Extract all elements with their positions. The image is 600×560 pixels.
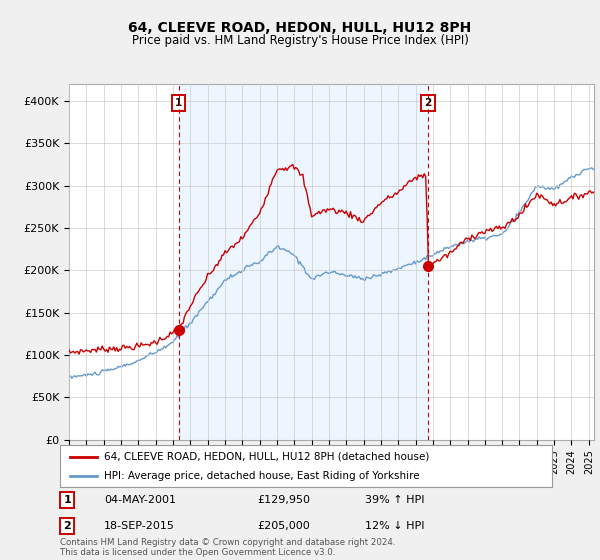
Text: 1: 1 [175, 97, 182, 108]
Text: Price paid vs. HM Land Registry's House Price Index (HPI): Price paid vs. HM Land Registry's House … [131, 34, 469, 46]
Text: 12% ↓ HPI: 12% ↓ HPI [365, 521, 425, 531]
Text: 39% ↑ HPI: 39% ↑ HPI [365, 494, 425, 505]
Text: HPI: Average price, detached house, East Riding of Yorkshire: HPI: Average price, detached house, East… [104, 471, 420, 481]
Bar [179, 84, 428, 440]
Text: 2: 2 [424, 97, 431, 108]
Text: 18-SEP-2015: 18-SEP-2015 [104, 521, 175, 531]
Text: £129,950: £129,950 [257, 494, 310, 505]
Text: 64, CLEEVE ROAD, HEDON, HULL, HU12 8PH (detached house): 64, CLEEVE ROAD, HEDON, HULL, HU12 8PH (… [104, 451, 430, 461]
Text: 64, CLEEVE ROAD, HEDON, HULL, HU12 8PH: 64, CLEEVE ROAD, HEDON, HULL, HU12 8PH [128, 21, 472, 35]
Text: £205,000: £205,000 [257, 521, 310, 531]
Text: 04-MAY-2001: 04-MAY-2001 [104, 494, 176, 505]
Text: Contains HM Land Registry data © Crown copyright and database right 2024.
This d: Contains HM Land Registry data © Crown c… [60, 538, 395, 557]
Text: 1: 1 [64, 494, 71, 505]
Text: 2: 2 [64, 521, 71, 531]
